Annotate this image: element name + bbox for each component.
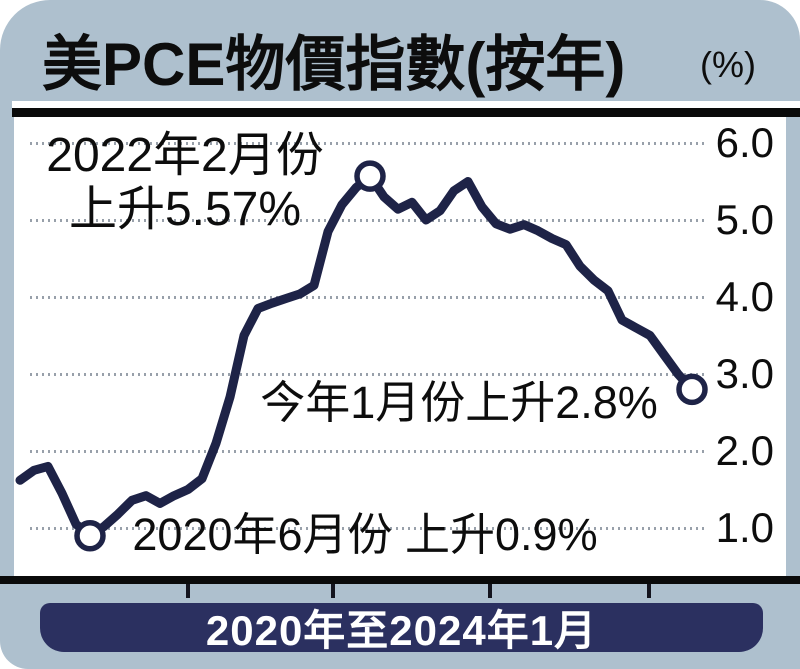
gridline (30, 296, 706, 299)
x-axis-range-label: 2020年至2024年1月 (205, 607, 598, 654)
y-tick-label: 6.0 (715, 119, 774, 166)
gridline (30, 142, 706, 145)
y-tick-label: 1.0 (715, 504, 774, 551)
data-marker (676, 373, 708, 406)
title-divider-gap (12, 101, 800, 108)
chart-title: 美PCE物價指數(按年) (42, 31, 626, 98)
gridline (30, 527, 706, 530)
pce-line (15, 171, 697, 541)
x-axis-range-bar: 2020年至2024年1月 (40, 603, 763, 654)
plot-area: 6.0 5.0 4.0 3.0 2.0 1.0 2022年2月份 上升5.57% 今年1月… (14, 117, 786, 576)
x-axis-tick (488, 584, 492, 598)
x-axis-tick (647, 584, 651, 598)
annotation-low: 2020年6月份 上升0.9% (132, 509, 598, 560)
annotation-peak: 2022年2月份 上升5.57% (20, 129, 350, 237)
chart-top-border (12, 108, 800, 117)
y-tick-label: 2.0 (715, 427, 774, 474)
data-marker (354, 160, 386, 192)
data-marker (74, 519, 106, 552)
gridline (30, 450, 706, 453)
y-tick-label: 4.0 (715, 273, 774, 320)
annotation-peak-line2: 上升5.57% (68, 183, 302, 236)
y-tick-label: 5.0 (715, 196, 774, 243)
annotation-peak-line1: 2022年2月份 (46, 129, 324, 182)
y-axis-unit-label: (%) (700, 44, 756, 85)
pce-line-chart (15, 160, 708, 552)
gridline (30, 219, 706, 222)
y-tick-label: 3.0 (715, 350, 774, 397)
x-axis-tick (331, 584, 335, 598)
annotation-latest: 今年1月份上升2.8% (260, 377, 658, 428)
x-axis-line (0, 576, 800, 584)
gridline (30, 373, 706, 376)
x-axis-tick (186, 584, 190, 598)
